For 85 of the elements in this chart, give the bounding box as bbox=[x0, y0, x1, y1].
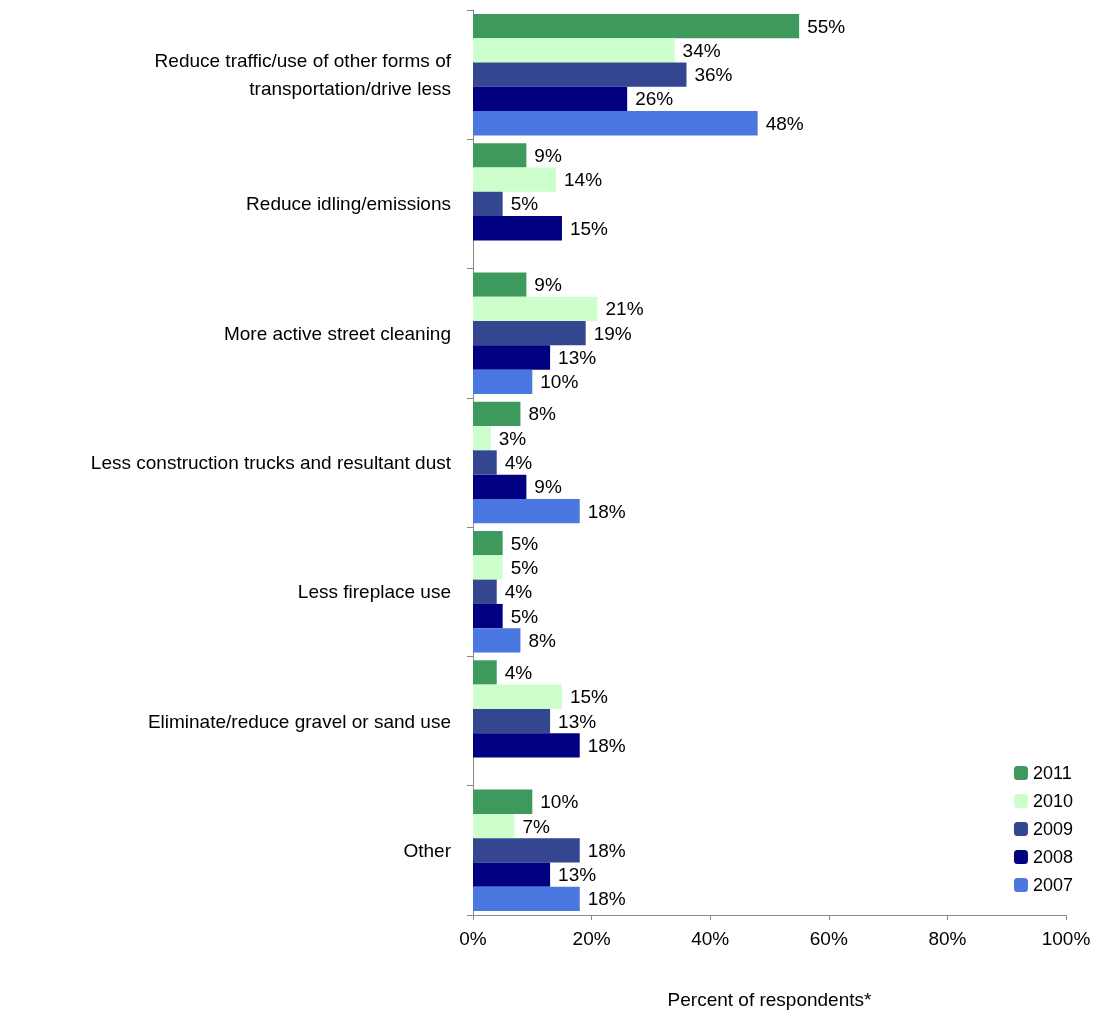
data-label: 4% bbox=[504, 581, 533, 603]
data-label: 34% bbox=[682, 39, 721, 61]
bar bbox=[473, 86, 628, 112]
data-label: 14% bbox=[564, 169, 603, 191]
bar bbox=[473, 886, 580, 912]
data-label: 5% bbox=[510, 605, 539, 627]
y-tick-label: Eliminate/reduce gravel or sand use bbox=[147, 710, 451, 732]
y-tick-label: Other bbox=[403, 839, 452, 861]
data-label: 19% bbox=[593, 322, 632, 344]
data-label: 26% bbox=[635, 88, 674, 110]
y-tick-label: Less construction trucks and resultant dust bbox=[90, 452, 452, 473]
x-tick-label: 40% bbox=[691, 928, 730, 949]
legend-label: 2011 bbox=[1032, 763, 1072, 783]
bar bbox=[473, 38, 675, 63]
bar bbox=[473, 62, 687, 87]
y-tick-label: Reduce traffic/use of other forms of transportation/drive less bbox=[154, 50, 452, 100]
bar bbox=[473, 296, 598, 322]
data-label: 8% bbox=[528, 403, 557, 425]
x-tick-label: 60% bbox=[809, 928, 848, 949]
bar bbox=[473, 733, 580, 758]
data-label: 18% bbox=[587, 839, 626, 861]
data-label: 9% bbox=[534, 476, 562, 498]
data-label: 5% bbox=[510, 193, 539, 215]
x-axis-title: Percent of respondents* bbox=[667, 989, 873, 1010]
data-label: 10% bbox=[540, 371, 579, 393]
data-label: 15% bbox=[569, 686, 609, 708]
data-label: 13% bbox=[558, 347, 597, 369]
bar bbox=[473, 555, 503, 580]
data-label: 9% bbox=[534, 144, 562, 166]
bar bbox=[473, 813, 515, 839]
data-label: 13% bbox=[558, 710, 597, 732]
data-label: 18% bbox=[587, 888, 626, 910]
bar bbox=[473, 838, 580, 863]
x-tick-label: 80% bbox=[928, 928, 967, 949]
data-label: 5% bbox=[510, 556, 539, 578]
data-label: 15% bbox=[569, 217, 609, 239]
bar bbox=[473, 111, 758, 136]
legend-label: 2010 bbox=[1032, 791, 1073, 811]
bar bbox=[473, 426, 491, 451]
bar bbox=[473, 474, 527, 499]
data-label: 13% bbox=[558, 864, 597, 886]
data-label: 18% bbox=[587, 734, 626, 756]
data-label: 5% bbox=[510, 532, 539, 554]
bar bbox=[473, 603, 503, 629]
bar bbox=[473, 191, 503, 217]
y-tick-label: More active street cleaning bbox=[223, 322, 451, 344]
bar bbox=[473, 321, 586, 346]
x-tick-label: 0% bbox=[459, 928, 487, 949]
bar bbox=[473, 684, 562, 709]
legend-label: 2008 bbox=[1032, 847, 1073, 867]
y-tick-label: Reduce idling/emissions bbox=[246, 193, 451, 215]
bar bbox=[473, 143, 527, 168]
legend-label: 2009 bbox=[1032, 819, 1073, 839]
data-label: 21% bbox=[605, 298, 644, 320]
bar bbox=[473, 862, 551, 887]
y-tick-label: Less fireplace use bbox=[297, 581, 451, 603]
legend-label: 2007 bbox=[1032, 875, 1073, 895]
bar bbox=[473, 450, 497, 475]
bar bbox=[473, 579, 497, 604]
data-label: 4% bbox=[504, 661, 533, 683]
bar bbox=[473, 498, 580, 524]
data-label: 3% bbox=[498, 427, 527, 449]
data-label: 9% bbox=[534, 274, 562, 296]
data-label: 55% bbox=[807, 15, 846, 37]
data-label: 18% bbox=[587, 500, 626, 522]
x-tick-label: 100% bbox=[1041, 928, 1091, 949]
data-label: 8% bbox=[528, 629, 557, 651]
data-label: 10% bbox=[540, 791, 579, 813]
bar bbox=[473, 531, 503, 556]
data-label: 7% bbox=[522, 815, 551, 837]
data-label: 4% bbox=[504, 452, 533, 473]
bar bbox=[473, 13, 800, 39]
bar bbox=[473, 628, 521, 653]
x-tick-label: 20% bbox=[572, 928, 611, 949]
bar bbox=[473, 167, 557, 192]
data-label: 36% bbox=[694, 64, 733, 86]
bar bbox=[473, 345, 551, 370]
bar bbox=[473, 708, 551, 734]
data-label: 48% bbox=[765, 112, 804, 134]
bar bbox=[473, 272, 527, 297]
bar bbox=[473, 369, 533, 394]
bar bbox=[473, 401, 521, 427]
bar bbox=[473, 660, 497, 685]
bar bbox=[473, 216, 562, 241]
bar bbox=[473, 789, 533, 814]
